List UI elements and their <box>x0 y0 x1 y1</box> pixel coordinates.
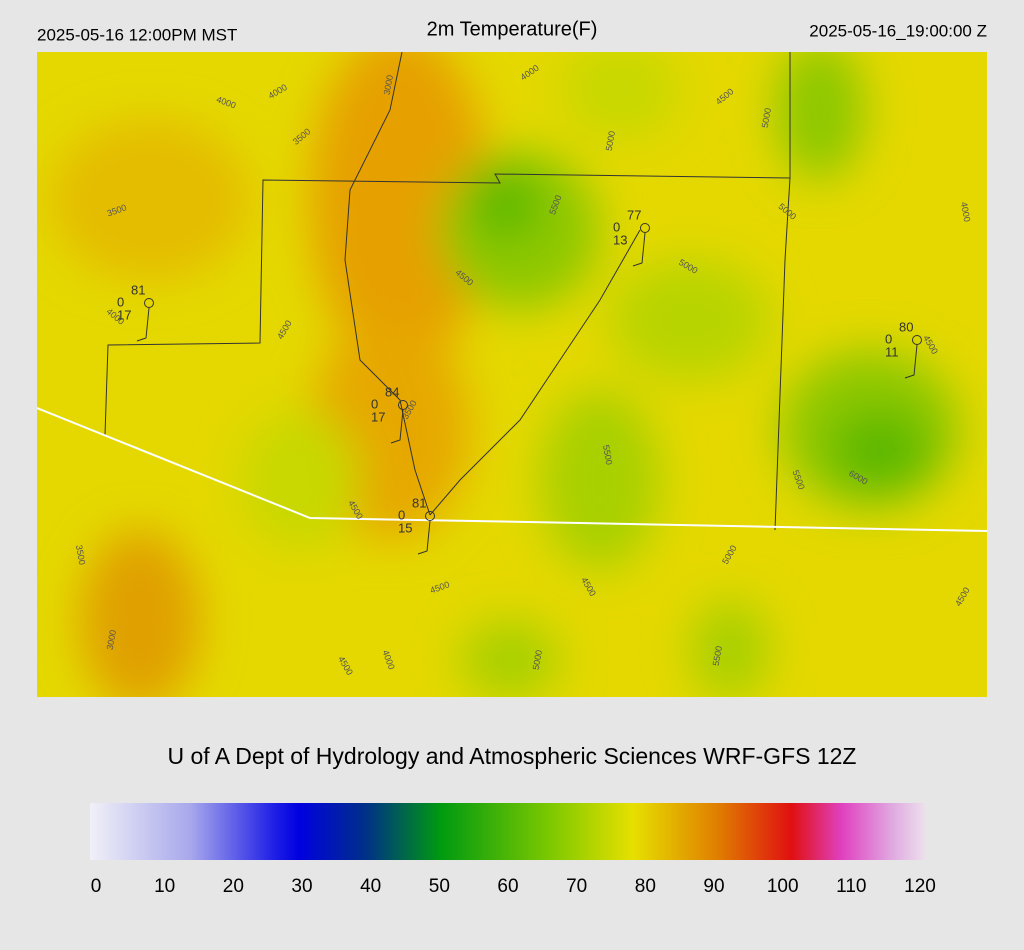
temperature-field <box>50 52 960 697</box>
colorbar <box>90 803 925 860</box>
station-temperature: 81 <box>412 495 426 510</box>
colorbar-tick-label: 50 <box>429 876 450 897</box>
wind-barb <box>904 344 918 379</box>
station-marker <box>144 298 154 308</box>
state-line <box>37 407 987 532</box>
station-marker <box>398 400 408 410</box>
colorbar-tick-label: 0 <box>91 876 102 897</box>
colorbar-tick-label: 90 <box>703 876 724 897</box>
colorbar-tick-label: 80 <box>635 876 656 897</box>
station-marker <box>912 335 922 345</box>
colorbar-tick-label: 30 <box>291 876 312 897</box>
station-temperature: 84 <box>385 384 399 399</box>
station-temperature: 77 <box>627 207 641 222</box>
contour-label: 5000 <box>760 107 773 128</box>
contour-label: 5500 <box>711 645 724 666</box>
station-value: 0 <box>371 396 378 411</box>
map-title: 2m Temperature(F) <box>427 18 598 40</box>
station-marker <box>640 223 650 233</box>
wind-barb <box>136 307 150 342</box>
colorbar-tick-label: 40 <box>360 876 381 897</box>
contour-label: 3000 <box>105 629 118 650</box>
colorbar-tick-label: 20 <box>223 876 244 897</box>
colorbar-tick-label: 120 <box>904 876 936 897</box>
station-value: 17 <box>371 409 385 424</box>
wind-barb <box>417 520 431 555</box>
colorbar-tick-label: 70 <box>566 876 587 897</box>
station-value: 0 <box>117 294 124 309</box>
credit: U of A Dept of Hydrology and Atmospheric… <box>167 743 856 769</box>
station-temperature: 80 <box>899 319 913 334</box>
valid-time-local: 2025-05-16 12:00PM MST <box>37 25 237 44</box>
colorbar-ticks: 0 10 20 30 40 50 60 70 80 90 100 110 120 <box>91 876 936 897</box>
wind-barb <box>632 232 646 267</box>
station-value: 0 <box>885 331 892 346</box>
station-marker <box>425 511 435 521</box>
colorbar-tick-label: 60 <box>497 876 518 897</box>
contour-label: 3500 <box>74 544 87 565</box>
colorbar-tick-label: 110 <box>836 876 866 897</box>
station-value: 15 <box>398 520 412 535</box>
station-temperature: 81 <box>131 282 145 297</box>
wind-barb <box>390 409 404 444</box>
station-value: 17 <box>117 307 131 322</box>
contour-label: 5500 <box>601 444 614 465</box>
contour-label: 4000 <box>959 201 972 222</box>
contour-label: 5000 <box>531 649 544 670</box>
station-value: 13 <box>613 232 627 247</box>
valid-time-utc: 2025-05-16_19:00:00 Z <box>809 21 987 40</box>
station-value: 0 <box>398 507 405 522</box>
colorbar-tick-label: 10 <box>154 876 175 897</box>
colorbar-tick-label: 100 <box>767 876 799 897</box>
contour-label: 3000 <box>382 74 395 95</box>
station-value: 0 <box>613 219 620 234</box>
station-value: 11 <box>885 344 899 359</box>
borders <box>104 52 791 531</box>
contour-label: 5000 <box>604 130 617 151</box>
